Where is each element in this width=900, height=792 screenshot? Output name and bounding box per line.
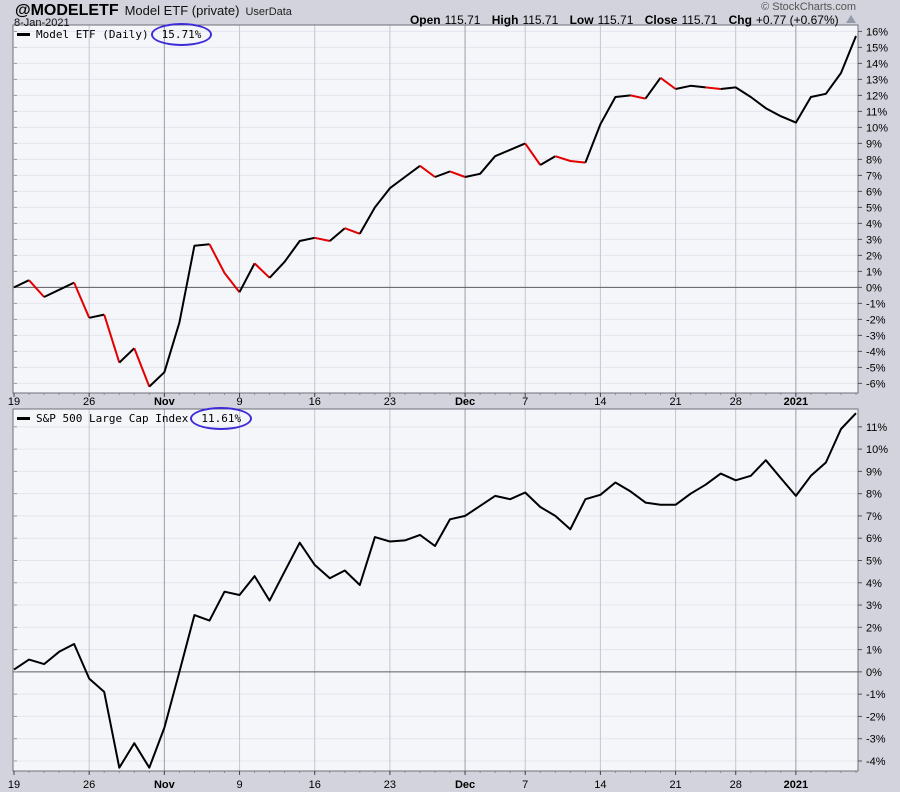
change-readout: Chg +0.77 (+0.67%) (728, 13, 839, 27)
svg-text:-2%: -2% (866, 314, 886, 326)
svg-text:15%: 15% (866, 42, 888, 54)
sp500-legend: S&P 500 Large Cap Index 11.61% (17, 407, 253, 430)
svg-text:-5%: -5% (866, 362, 886, 374)
model-etf-legend: Model ETF (Daily) 15.71% (17, 23, 213, 46)
svg-text:7: 7 (522, 779, 528, 791)
svg-text:Nov: Nov (154, 779, 176, 791)
high-readout: High 115.71 (491, 13, 559, 27)
symbol-label: @MODELETF (15, 2, 119, 19)
svg-text:0%: 0% (866, 667, 882, 679)
legend-line-swatch (17, 417, 30, 420)
svg-text:13%: 13% (866, 74, 888, 86)
svg-text:2%: 2% (866, 622, 882, 634)
svg-text:26: 26 (83, 396, 95, 408)
copyright-label: © StockCharts.com (761, 1, 856, 13)
svg-text:26: 26 (83, 779, 95, 791)
model-etf-x-axis: 19 26 Nov 9 16 23 Dec 7 14 21 28 2021 (8, 393, 857, 408)
svg-text:5%: 5% (866, 555, 882, 567)
close-readout: Close 115.71 (644, 13, 718, 27)
svg-text:3%: 3% (866, 234, 882, 246)
svg-text:12%: 12% (866, 90, 888, 102)
svg-text:7%: 7% (866, 511, 882, 523)
svg-text:9: 9 (236, 396, 242, 408)
chart-date: 8-Jan-2021 (14, 17, 70, 29)
svg-text:Dec: Dec (455, 779, 475, 791)
svg-text:6%: 6% (866, 186, 882, 198)
svg-text:21: 21 (669, 396, 681, 408)
change-up-icon (846, 15, 856, 23)
legend-line-swatch (17, 33, 30, 36)
sp500-percent: 11.61% (201, 412, 242, 425)
svg-text:2021: 2021 (784, 779, 808, 791)
model-etf-percent: 15.71% (161, 28, 202, 41)
svg-text:-6%: -6% (866, 378, 886, 390)
svg-text:-3%: -3% (866, 330, 886, 342)
svg-text:28: 28 (730, 779, 742, 791)
svg-text:-3%: -3% (866, 734, 886, 746)
open-readout: Open 115.71 (409, 13, 481, 27)
ohlc-readout: Open 115.71 High 115.71 Low 115.71 Close 115… (410, 13, 856, 27)
svg-text:9%: 9% (866, 466, 882, 478)
svg-text:-1%: -1% (866, 689, 886, 701)
model-etf-legend-label: Model ETF (Daily) (36, 28, 149, 41)
svg-text:14: 14 (594, 779, 606, 791)
low-readout: Low 115.71 (569, 13, 634, 27)
sp500-chart: 11% 10% 9% 8% 7% 6% 5% 4% 3% 2% 1% 0% -1% -2% -3% -4% 19… (8, 408, 888, 791)
svg-text:14: 14 (594, 396, 606, 408)
svg-text:-4%: -4% (866, 346, 886, 358)
svg-text:Dec: Dec (455, 396, 475, 408)
svg-text:0%: 0% (866, 282, 882, 294)
svg-text:16: 16 (309, 779, 321, 791)
svg-text:10%: 10% (866, 444, 888, 456)
svg-text:-1%: -1% (866, 298, 886, 310)
svg-text:11%: 11% (866, 106, 887, 118)
svg-text:4%: 4% (866, 218, 882, 230)
annotation-ellipse: 15.71% (150, 23, 213, 46)
svg-text:28: 28 (730, 396, 742, 408)
svg-text:7%: 7% (866, 170, 882, 182)
svg-text:23: 23 (384, 779, 396, 791)
svg-text:11%: 11% (866, 422, 887, 434)
security-name: Model ETF (private) (124, 3, 240, 18)
svg-text:16: 16 (309, 396, 321, 408)
svg-text:21: 21 (669, 779, 681, 791)
svg-text:8%: 8% (866, 489, 882, 501)
svg-text:-2%: -2% (866, 711, 886, 723)
data-source-label: UserData (245, 6, 292, 18)
model-etf-series (13, 35, 857, 388)
model-etf-chart: 16% 15% 14% 13% 12% 11% 10% 9% 8% 7% 6% 5% 4% 3% 2% 1% 0… (8, 24, 888, 408)
sp500-x-axis: 19 26 Nov 9 16 23 Dec 7 14 21 28 2021 (8, 771, 857, 791)
svg-text:1%: 1% (866, 645, 882, 657)
svg-text:16%: 16% (866, 26, 888, 38)
svg-text:2%: 2% (866, 250, 882, 262)
svg-text:Nov: Nov (154, 396, 176, 408)
svg-text:23: 23 (384, 396, 396, 408)
sp500-legend-label: S&P 500 Large Cap Index (36, 412, 189, 425)
svg-text:7: 7 (522, 396, 528, 408)
svg-text:6%: 6% (866, 533, 882, 545)
svg-text:5%: 5% (866, 202, 882, 214)
svg-text:19: 19 (8, 779, 20, 791)
model-etf-y-axis: 16% 15% 14% 13% 12% 11% 10% 9% 8% 7% 6% 5% 4% 3% 2% 1% 0… (14, 26, 888, 390)
svg-text:9: 9 (236, 779, 242, 791)
svg-text:3%: 3% (866, 600, 882, 612)
svg-text:8%: 8% (866, 154, 882, 166)
svg-text:14%: 14% (866, 58, 888, 70)
svg-text:10%: 10% (866, 122, 888, 134)
annotation-ellipse: 11.61% (190, 407, 253, 430)
svg-text:4%: 4% (866, 578, 882, 590)
svg-text:19: 19 (8, 396, 20, 408)
chart-header: @MODELETF Model ETF (private) UserData (15, 2, 292, 20)
svg-text:2021: 2021 (784, 396, 808, 408)
svg-text:1%: 1% (866, 266, 882, 278)
sp500-series (13, 412, 857, 769)
svg-text:9%: 9% (866, 138, 882, 150)
svg-text:-4%: -4% (866, 756, 886, 768)
sp500-y-axis: 11% 10% 9% 8% 7% 6% 5% 4% 3% 2% 1% 0% -1% -2% -3% -4% (14, 422, 888, 768)
